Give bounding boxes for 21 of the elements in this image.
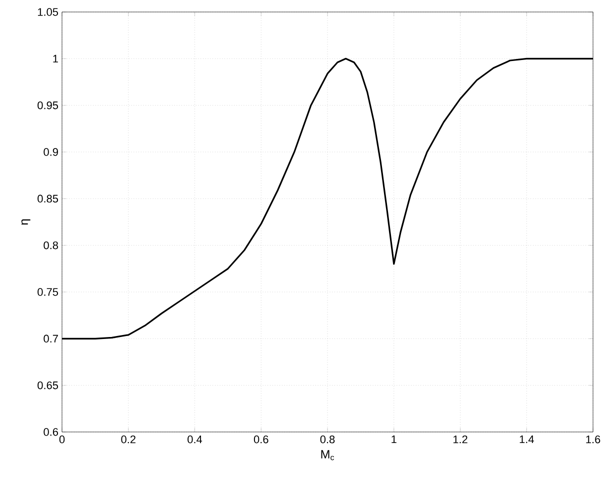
x-tick-label: 1 [392, 436, 396, 444]
y-tick-label: 0.8 [44, 241, 58, 250]
x-tick-label: 0.4 [188, 436, 202, 444]
x-axis-title: M$_{c}$ [321, 450, 334, 460]
x-tick-label: 0 [59, 436, 65, 444]
y-tick-label: 0.95 [38, 101, 58, 110]
y-tick-label: 0.7 [44, 334, 58, 343]
x-tick-label: 0.8 [320, 436, 335, 444]
y-tick-label: 0.65 [38, 381, 58, 390]
x-tick-label: 0.2 [121, 436, 136, 444]
y-tick-label: 0.9 [44, 148, 58, 156]
x-tick-label: 1.4 [520, 436, 534, 444]
x-tick-label: 1.6 [586, 436, 600, 444]
y-tick-label: 0.85 [38, 194, 58, 203]
y-axis-title: η [21, 219, 30, 225]
x-tick-label: 1.2 [453, 436, 468, 444]
y-tick-label: 0.75 [38, 288, 58, 296]
y-tick-label: 0.6 [44, 428, 58, 436]
y-tick-label: 1 [53, 54, 58, 62]
y-tick-label: 1.05 [38, 8, 58, 16]
x-tick-label: 0.6 [254, 436, 268, 444]
